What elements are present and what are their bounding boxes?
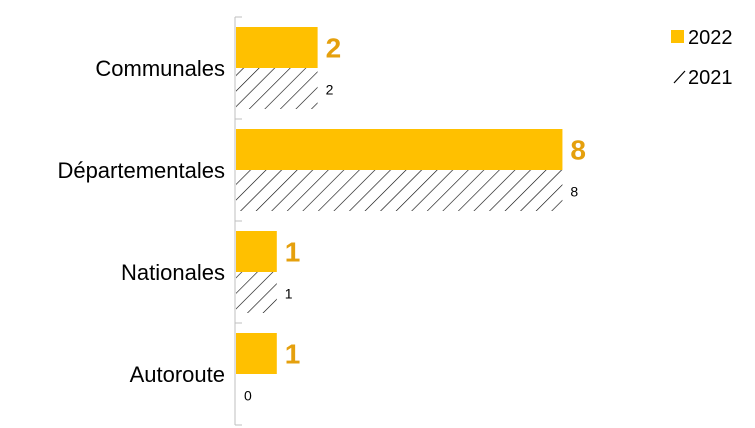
bar-2022 — [236, 231, 277, 272]
data-label-2021: 1 — [285, 286, 293, 302]
bar-2022 — [236, 129, 563, 170]
data-label-2021: 8 — [570, 184, 578, 200]
data-label-2022: 2 — [326, 33, 342, 64]
bar-2022 — [236, 27, 318, 68]
data-label-2021: 0 — [244, 388, 252, 404]
legend-swatch-2022 — [671, 30, 684, 43]
bars: 2 2 8 8 1 1 1 0 — [236, 27, 586, 404]
data-label-2022: 1 — [285, 339, 301, 370]
category-label: Nationales — [121, 260, 225, 285]
data-label-2022: 8 — [570, 135, 586, 166]
data-label-2021: 2 — [326, 82, 334, 98]
bar-2021 — [236, 272, 277, 313]
category-axis — [234, 16, 242, 426]
legend: 2022 2021 — [671, 27, 733, 89]
data-label-2022: 1 — [285, 237, 301, 268]
legend-swatch-2021 — [673, 70, 686, 84]
bar-2021 — [236, 68, 318, 109]
category-label: Autoroute — [130, 362, 225, 387]
bar-2021 — [236, 170, 563, 211]
category-labels: Communales Départementales Nationales Autor… — [57, 56, 225, 387]
legend-label-2022: 2022 — [688, 27, 733, 49]
bar-2022 — [236, 333, 277, 374]
category-label: Communales — [95, 56, 225, 81]
legend-label-2021: 2021 — [688, 67, 733, 89]
category-label: Départementales — [57, 158, 225, 183]
